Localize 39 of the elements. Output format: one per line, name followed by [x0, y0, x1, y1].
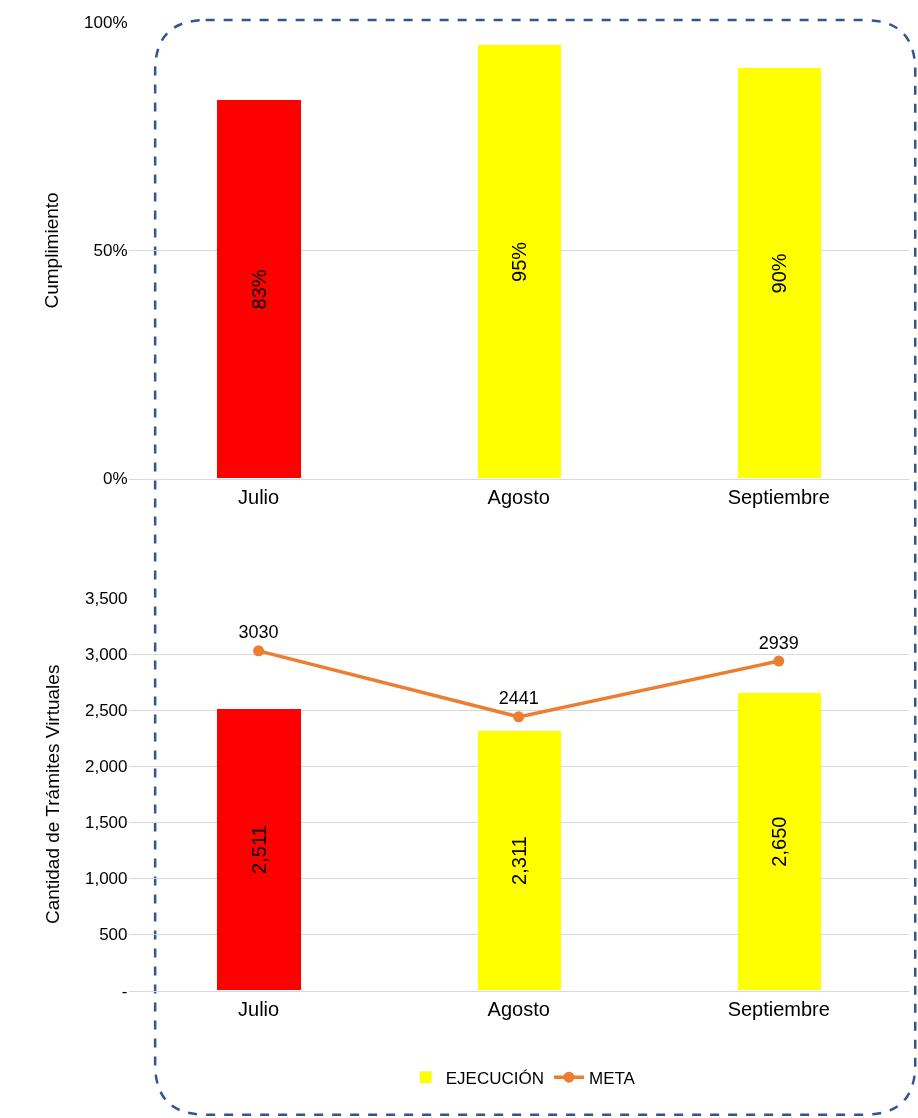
legend-label: META — [588, 1068, 636, 1088]
data-label: 95% — [508, 241, 531, 282]
y-tick-label: 100% — [84, 13, 128, 33]
point — [513, 711, 525, 723]
y-axis-title: Cantidad de Trámites Virtuales — [41, 664, 63, 925]
y-tick-label: 3,000 — [84, 645, 128, 665]
data-label: 2939 — [758, 632, 799, 653]
legend-label: EJECUCIÓN — [445, 1068, 544, 1088]
x-tick-label: Julio — [238, 485, 280, 508]
y-tick-label: 0% — [102, 469, 128, 489]
y-tick-label: 2,000 — [84, 757, 128, 777]
y-axis-title: Cumplimiento — [40, 192, 62, 309]
data-label: 3030 — [238, 622, 279, 643]
y-tick-label: 3,500 — [84, 589, 128, 609]
bar — [737, 693, 821, 991]
y-tick-label: 1,000 — [84, 869, 128, 889]
bar — [477, 45, 561, 479]
y-tick-label: 2,500 — [84, 701, 128, 721]
y-tick-label: 500 — [99, 925, 128, 945]
x-tick-label: Agosto — [487, 485, 550, 508]
x-tick-label: Agosto — [487, 997, 550, 1020]
point — [253, 645, 265, 657]
point — [773, 655, 785, 667]
y-tick-label: - — [121, 981, 128, 1001]
data-label: 2,311 — [508, 836, 531, 885]
bar — [216, 100, 301, 479]
data-label: 83% — [247, 269, 270, 310]
data-label: 2,511 — [247, 825, 270, 874]
y-tick-label: 50% — [93, 241, 128, 261]
x-tick-label: Septiembre — [727, 997, 830, 1020]
bar — [216, 709, 301, 991]
bar — [737, 68, 821, 479]
x-tick-label: Julio — [238, 997, 280, 1020]
x-tick-label: Septiembre — [727, 485, 830, 508]
y-tick-label: 1,500 — [84, 813, 128, 833]
bar — [477, 731, 561, 991]
data-label: 2,650 — [768, 816, 791, 867]
data-label: 90% — [768, 253, 791, 294]
data-label: 2441 — [498, 688, 539, 709]
